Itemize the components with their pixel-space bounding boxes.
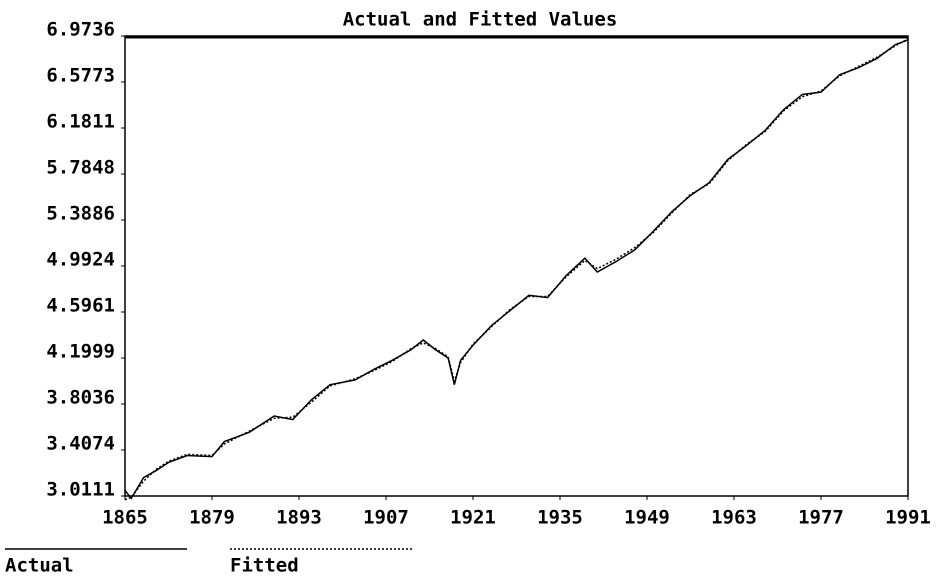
x-tick-label: 1921 [450, 507, 496, 529]
y-tick-label: 6.5773 [46, 65, 115, 87]
x-tick-label: 1977 [798, 507, 844, 529]
x-tick-label: 1963 [711, 507, 757, 529]
x-tick-label: 1865 [102, 507, 148, 529]
y-tick-label: 3.0111 [46, 479, 115, 501]
y-tick-label: 4.1999 [46, 340, 115, 362]
y-tick-label: 3.8036 [46, 387, 115, 409]
x-tick-label: 1949 [624, 507, 670, 529]
series-line [124, 38, 909, 501]
series-line [124, 39, 909, 500]
y-tick-label: 4.9924 [46, 248, 115, 270]
legend-label: Actual [5, 555, 74, 577]
x-tick-label: 1991 [885, 507, 931, 529]
x-tick-label: 1879 [189, 507, 235, 529]
y-tick-label: 4.5961 [46, 295, 115, 317]
y-tick-label: 6.1811 [46, 111, 115, 133]
y-tick-label: 3.4074 [46, 432, 115, 454]
x-tick-label: 1907 [363, 507, 409, 529]
legend-label: Fitted [230, 555, 299, 577]
y-tick-label: 5.7848 [46, 157, 115, 179]
x-tick-label: 1893 [276, 507, 322, 529]
chart-title: Actual and Fitted Values [343, 9, 618, 31]
x-tick-label: 1935 [537, 507, 583, 529]
y-tick-label: 5.3886 [46, 203, 115, 225]
y-tick-label: 6.9736 [46, 19, 115, 41]
